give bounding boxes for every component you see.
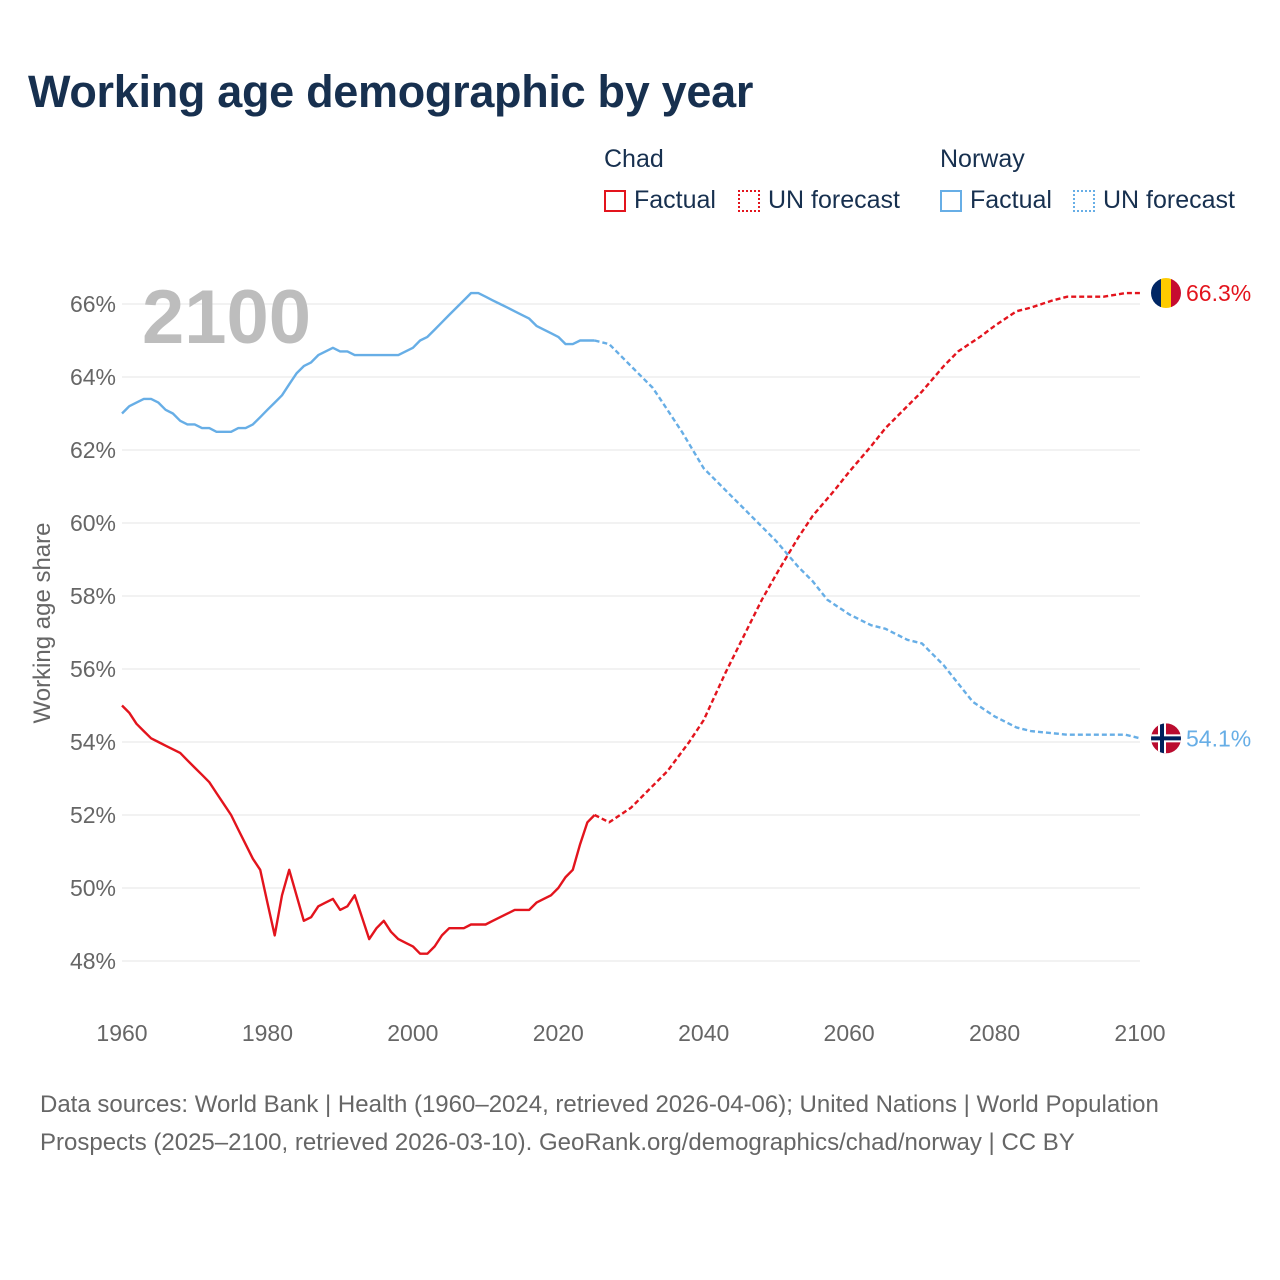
line-chart: 2100 48% 50% 52% 54% 56% 58% 60% 62% 64% 66% 1960… — [29, 275, 1251, 1046]
year-watermark: 2100 — [142, 275, 311, 360]
legend-label: UN forecast — [1103, 186, 1235, 214]
legend-swatch-norway-factual — [940, 189, 962, 212]
legend-label: Factual — [970, 186, 1052, 214]
series-layer — [121, 291, 1141, 955]
legend-group-chad: Chad — [604, 145, 664, 173]
legend-label: Factual — [634, 186, 716, 214]
norway-factual-line[interactable] — [121, 291, 595, 433]
y-tick-label: 66% — [70, 291, 116, 317]
end-labels: 66.3% 54.1% — [1151, 278, 1251, 754]
legend-label: UN forecast — [768, 186, 900, 214]
chad-forecast-line[interactable] — [594, 291, 1140, 824]
y-tick-label: 64% — [70, 364, 116, 390]
x-tick-label: 2020 — [533, 1020, 584, 1046]
x-tick-label: 2000 — [387, 1020, 438, 1046]
y-tick-label: 52% — [70, 802, 116, 828]
y-tick-label: 56% — [70, 656, 116, 682]
grid-lines — [122, 303, 1140, 962]
x-tick-label: 1960 — [96, 1020, 147, 1046]
x-tick-label: 1980 — [242, 1020, 293, 1046]
legend-swatch-chad-forecast — [738, 189, 760, 212]
x-tick-label: 2080 — [969, 1020, 1020, 1046]
chart-title: Working age demographic by year — [28, 66, 754, 117]
norway-flag-icon — [1151, 723, 1181, 754]
legend-chad-factual[interactable]: Factual — [604, 186, 716, 215]
norway-end-value: 54.1% — [1186, 725, 1251, 751]
legend-chad-forecast[interactable]: UN forecast — [738, 186, 900, 215]
legend-swatch-chad-factual — [604, 189, 626, 212]
legend-norway-factual[interactable]: Factual — [940, 186, 1052, 215]
chad-end-value: 66.3% — [1186, 280, 1251, 306]
y-axis-label: Working age share — [29, 523, 56, 724]
footer-source: Data sources: World Bank | Health (1960–… — [40, 1091, 1159, 1156]
chad-factual-line[interactable] — [121, 704, 596, 955]
y-tick-label: 60% — [70, 510, 116, 536]
legend-norway-forecast[interactable]: UN forecast — [1073, 186, 1235, 215]
y-tick-label: 48% — [70, 948, 116, 974]
y-tick-label: 62% — [70, 437, 116, 463]
x-tick-label: 2060 — [824, 1020, 875, 1046]
x-tick-label: 2100 — [1114, 1020, 1165, 1046]
norway-forecast-line[interactable] — [594, 339, 1141, 740]
y-tick-label: 58% — [70, 583, 116, 609]
y-tick-label: 50% — [70, 875, 116, 901]
chad-flag-icon — [1151, 278, 1181, 309]
y-axis-ticks: 48% 50% 52% 54% 56% 58% 60% 62% 64% 66% — [70, 291, 116, 974]
y-tick-label: 54% — [70, 729, 116, 755]
x-tick-label: 2040 — [678, 1020, 729, 1046]
x-axis-ticks: 1960 1980 2000 2020 2040 2060 2080 2100 — [96, 1020, 1165, 1046]
legend-group-norway: Norway — [940, 145, 1025, 173]
legend-swatch-norway-forecast — [1073, 189, 1095, 212]
